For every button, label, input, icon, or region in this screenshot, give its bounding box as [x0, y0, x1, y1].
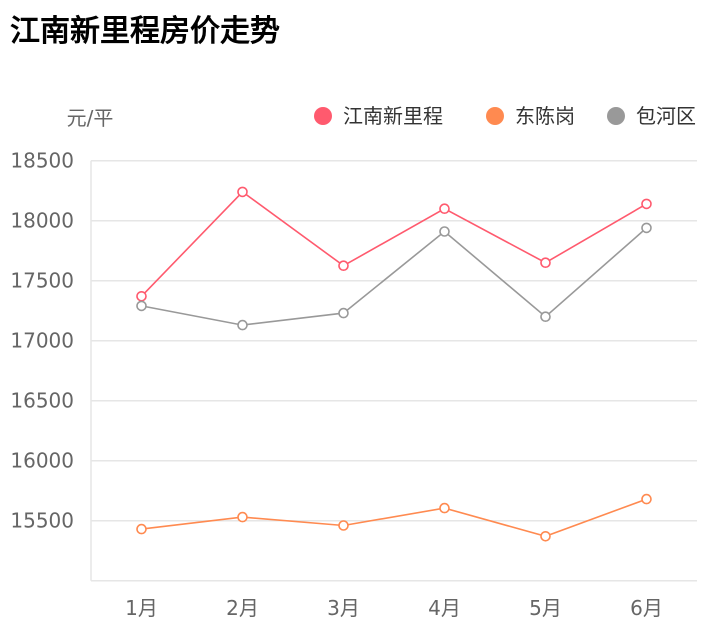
data-point — [540, 530, 551, 542]
series-line — [141, 498, 647, 538]
y-tick-label: 18500 — [10, 149, 74, 173]
legend-marker — [486, 107, 504, 125]
data-point — [136, 300, 147, 312]
data-point — [338, 260, 349, 272]
y-tick-label: 15500 — [10, 509, 74, 533]
legend-label: 包河区 — [636, 104, 696, 128]
data-point — [641, 198, 652, 210]
x-tick-label: 4月 — [428, 596, 461, 620]
data-point — [439, 502, 450, 514]
x-tick-label: 2月 — [226, 596, 259, 620]
y-tick-label: 18000 — [10, 209, 74, 233]
y-tick-label: 16000 — [10, 449, 74, 473]
y-tick-label: 16500 — [10, 389, 74, 413]
series-line — [141, 227, 648, 326]
data-point — [136, 290, 147, 302]
x-tick-label: 3月 — [327, 596, 360, 620]
data-point — [540, 257, 551, 269]
x-tick-label: 6月 — [630, 596, 663, 620]
y-tick-label: 17000 — [10, 329, 74, 353]
data-point — [338, 520, 349, 531]
data-point — [237, 186, 248, 198]
series-line — [140, 190, 647, 297]
y-axis-label: 元/平 — [67, 106, 114, 130]
chart-title: 江南新里程房价走势 — [10, 14, 280, 49]
data-point — [439, 226, 450, 237]
x-tick-label: 1月 — [125, 596, 158, 620]
data-point — [237, 319, 248, 331]
data-point — [338, 307, 349, 319]
legend-marker — [314, 107, 332, 125]
data-point — [439, 203, 450, 214]
data-point — [136, 523, 147, 535]
x-tick-label: 5月 — [529, 596, 562, 620]
y-tick-label: 17500 — [10, 269, 74, 293]
data-point — [641, 493, 652, 505]
data-point — [540, 311, 551, 323]
legend-label: 江南新里程 — [343, 104, 443, 128]
legend-marker — [607, 107, 625, 125]
legend-label: 东陈岗 — [515, 104, 575, 128]
data-point — [237, 511, 248, 523]
data-point — [641, 222, 652, 234]
